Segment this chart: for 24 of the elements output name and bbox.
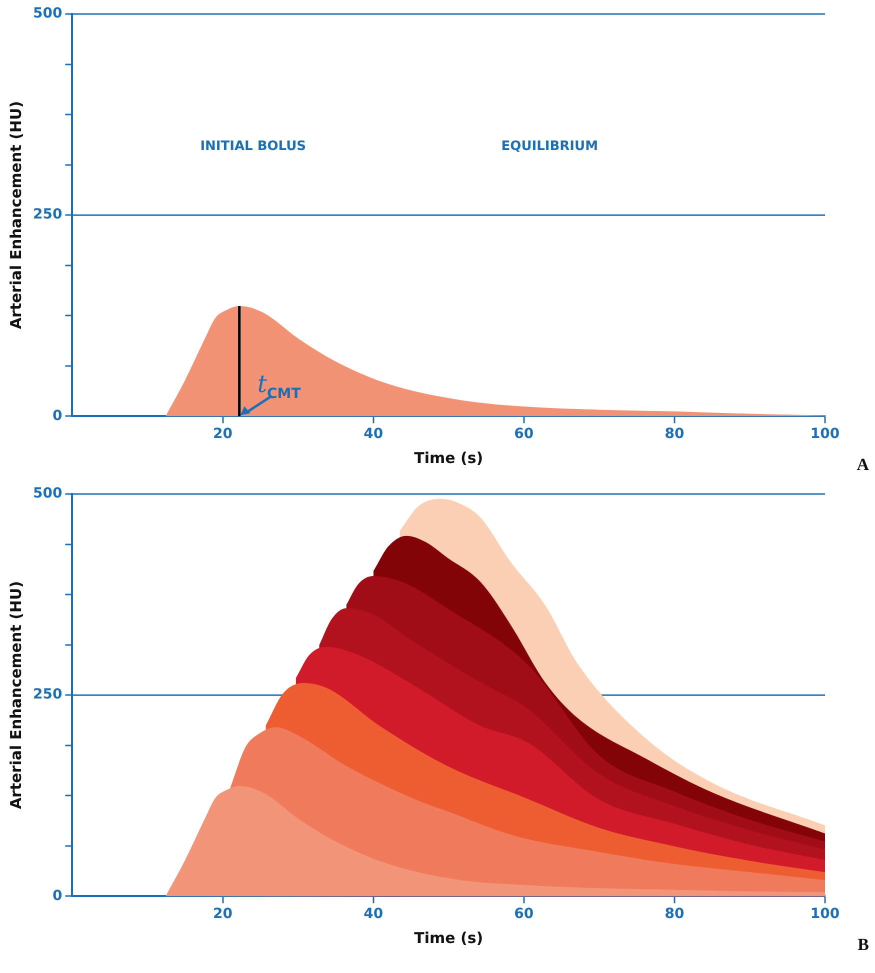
x-tick-label: 80 — [664, 906, 684, 922]
y-tick-label: 0 — [52, 408, 62, 424]
y-tick-label: 500 — [32, 486, 62, 502]
x-tick-label: 40 — [364, 426, 384, 442]
y-tick-label: 250 — [32, 206, 62, 223]
y-axis-title: Arterial Enhancement (HU) — [6, 101, 25, 330]
text: A — [856, 454, 870, 474]
annotation: EQUILIBRIUM — [501, 139, 598, 154]
x-tick-label: 60 — [514, 426, 534, 442]
x-tick-label: 100 — [810, 906, 840, 922]
y-tick-label: 500 — [32, 6, 62, 22]
x-axis-title: Time (s) — [414, 448, 484, 467]
x-tick-label: 20 — [213, 906, 233, 922]
annotation: INITIAL BOLUS — [200, 139, 306, 154]
text: B — [858, 934, 869, 954]
x-tick-label: 40 — [364, 906, 384, 922]
x-tick-label: 80 — [664, 426, 684, 442]
y-tick-label: 0 — [52, 888, 62, 904]
x-tick-label: 60 — [514, 906, 534, 922]
x-axis-title: Time (s) — [414, 928, 484, 947]
x-tick-label: 20 — [213, 426, 233, 442]
y-tick-label: 250 — [32, 686, 62, 703]
y-axis-title: Arterial Enhancement (HU) — [6, 581, 25, 810]
x-tick-label: 100 — [810, 426, 840, 442]
